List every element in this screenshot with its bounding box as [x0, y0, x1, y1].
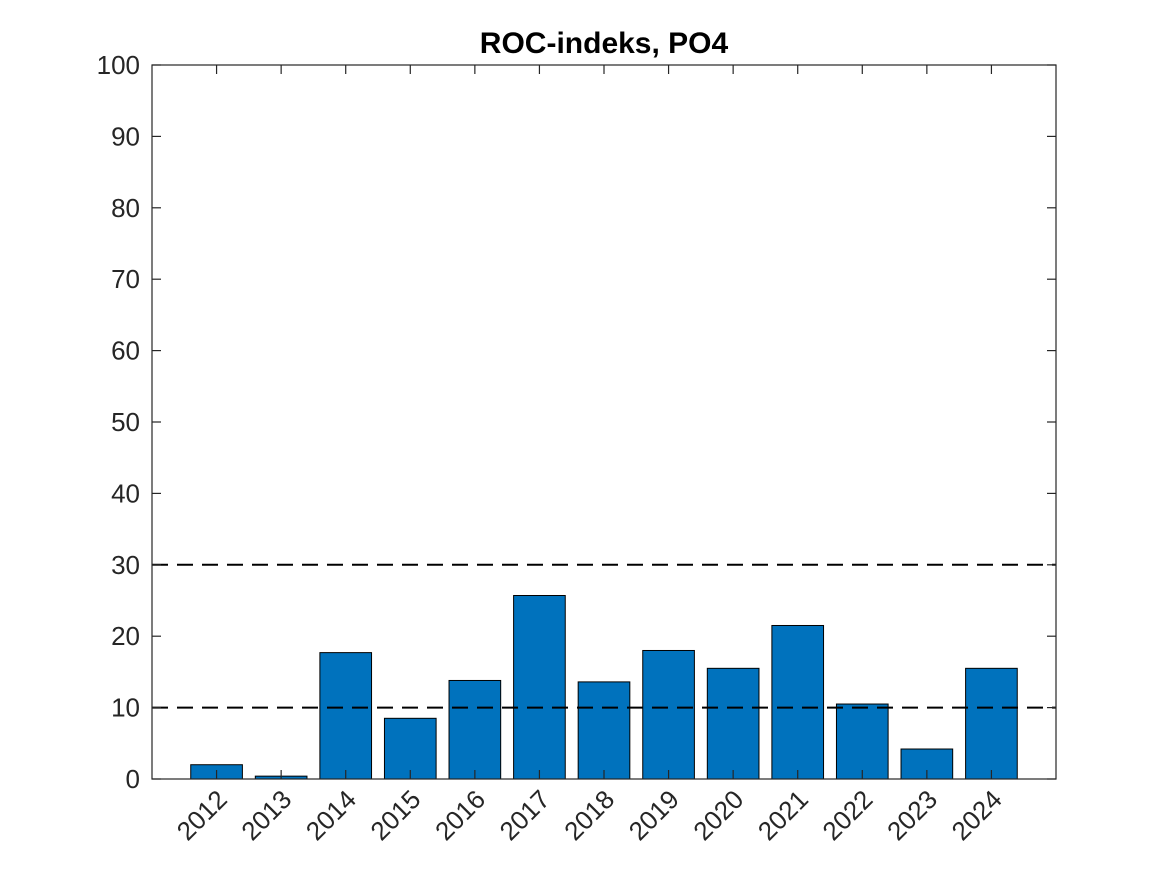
bar-2020 [706, 667, 760, 780]
bar-2014 [319, 652, 373, 780]
y-tick-label: 0 [126, 764, 140, 794]
bars-layer [190, 595, 1018, 780]
bar-2022 [835, 703, 889, 780]
y-tick-label: 10 [111, 693, 140, 723]
y-tick-label: 30 [111, 550, 140, 580]
ticks-layer [152, 64, 1056, 780]
bar-2018 [577, 681, 631, 780]
x-tick-label-2023: 2023 [881, 784, 943, 846]
y-tick-label: 100 [97, 50, 140, 80]
x-tick-label-2015: 2015 [364, 784, 426, 846]
reference-lines [152, 563, 1056, 709]
x-tick-label-2017: 2017 [494, 784, 556, 846]
y-tick-label: 90 [111, 121, 140, 151]
bar-2021 [771, 624, 825, 780]
x-tick-label-2012: 2012 [171, 784, 233, 846]
y-tick-label: 60 [111, 336, 140, 366]
y-tick-labels: 0 10 20 30 40 50 60 70 80 90 100 [97, 50, 140, 794]
y-tick-label: 50 [111, 407, 140, 437]
x-tick-label-2013: 2013 [235, 784, 297, 846]
bar-2016 [448, 679, 502, 780]
x-tick-label-2019: 2019 [623, 784, 685, 846]
x-tick-label-2021: 2021 [752, 784, 814, 846]
x-tick-label-2022: 2022 [816, 784, 878, 846]
bar-2019 [642, 649, 695, 780]
x-tick-label-2020: 2020 [687, 784, 749, 846]
y-tick-label: 70 [111, 264, 140, 294]
bar-2017 [513, 595, 566, 780]
x-tick-label-2024: 2024 [946, 784, 1008, 846]
axes-box [151, 64, 1057, 780]
x-tick-label-2016: 2016 [429, 784, 491, 846]
x-tick-label-2018: 2018 [558, 784, 620, 846]
y-tick-label: 40 [111, 478, 140, 508]
y-tick-label: 80 [111, 193, 140, 223]
bar-2015 [383, 717, 437, 780]
chart-title: ROC-indeks, PO4 [480, 27, 729, 60]
x-tick-label-2014: 2014 [300, 784, 362, 846]
y-tick-label: 20 [111, 621, 140, 651]
x-tick-labels: 2012 2013 2014 2015 2016 2017 2018 2019 2020 2021… [171, 784, 1008, 846]
bar-2024 [965, 667, 1018, 780]
